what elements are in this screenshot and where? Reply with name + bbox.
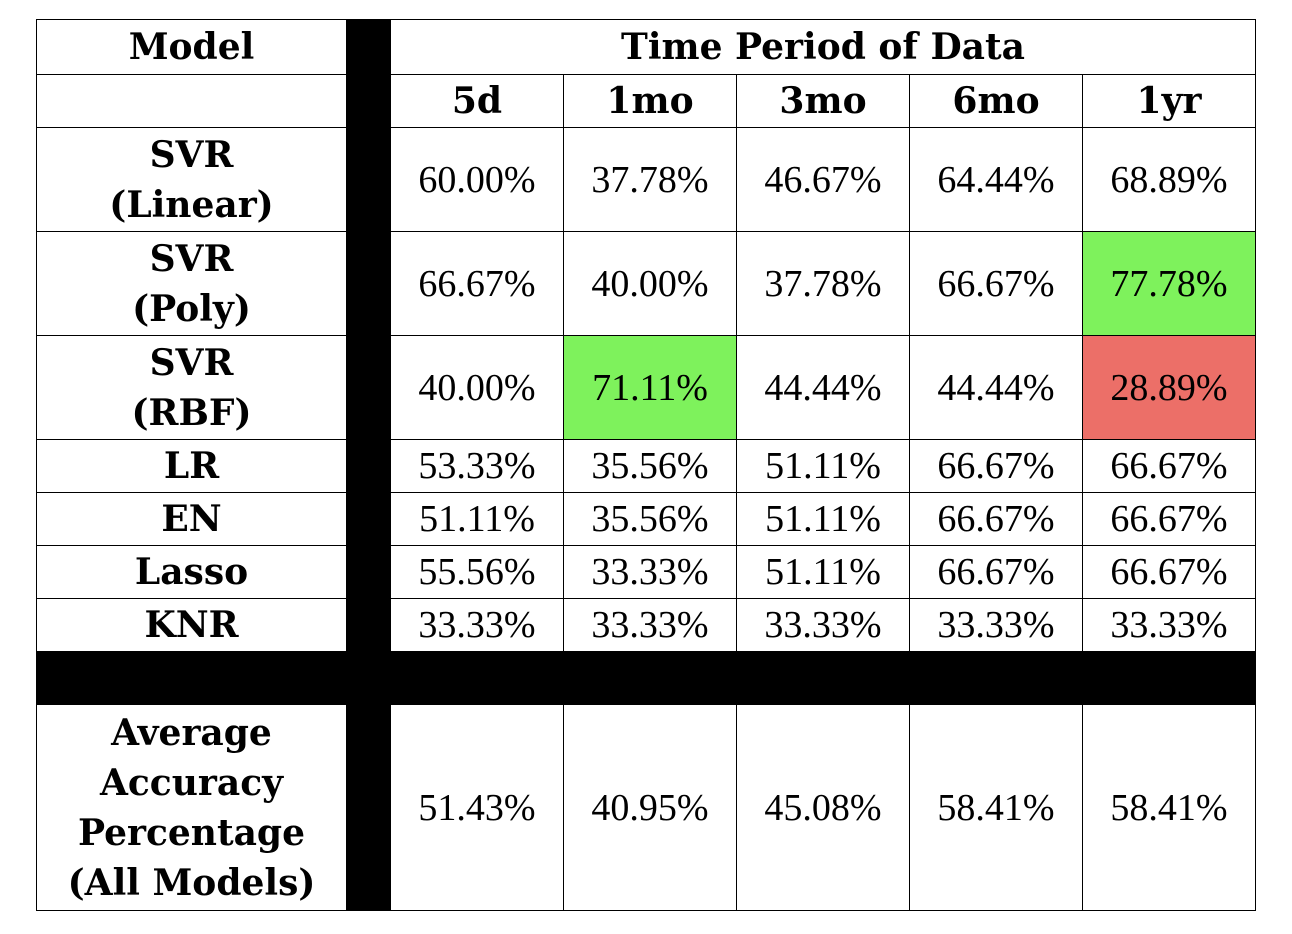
- model-variant: (Poly): [132, 287, 251, 330]
- average-value-cell: 40.95%: [563, 704, 737, 911]
- value-cell: 55.56%: [390, 545, 564, 599]
- value-cell: 66.67%: [390, 231, 564, 336]
- value-cell: 66.67%: [909, 492, 1083, 546]
- separator-cell: [346, 231, 391, 336]
- average-value-cell: 58.41%: [1082, 704, 1256, 911]
- separator-cell: [36, 651, 347, 705]
- table-row: SVR (Linear) 60.00% 37.78% 46.67% 64.44%…: [36, 127, 1256, 232]
- value-cell: 51.11%: [736, 439, 910, 493]
- value-cell: 33.33%: [563, 598, 737, 652]
- separator-cell: [346, 74, 391, 128]
- value-cell: 33.33%: [563, 545, 737, 599]
- separator-row: [36, 651, 1256, 705]
- value-cell: 66.67%: [909, 439, 1083, 493]
- value-cell: 60.00%: [390, 127, 564, 232]
- average-label-line: Average: [111, 711, 272, 754]
- model-label: SVR (Linear): [36, 127, 347, 232]
- period-3mo: 3mo: [736, 74, 910, 128]
- header-row: Model Time Period of Data: [36, 19, 1256, 75]
- separator-cell: [346, 127, 391, 232]
- value-cell: 44.44%: [909, 335, 1083, 440]
- separator-cell: [346, 598, 391, 652]
- value-cell: 66.67%: [909, 545, 1083, 599]
- average-value-cell: 58.41%: [909, 704, 1083, 911]
- value-cell: 64.44%: [909, 127, 1083, 232]
- value-cell: 66.67%: [1082, 492, 1256, 546]
- empty-cell: [36, 74, 347, 128]
- period-1yr: 1yr: [1082, 74, 1256, 128]
- value-cell: 68.89%: [1082, 127, 1256, 232]
- value-cell: 33.33%: [390, 598, 564, 652]
- separator-cell: [346, 492, 391, 546]
- value-cell: 40.00%: [563, 231, 737, 336]
- value-cell: 37.78%: [736, 231, 910, 336]
- value-cell: 33.33%: [1082, 598, 1256, 652]
- value-cell: 53.33%: [390, 439, 564, 493]
- model-label: LR: [36, 439, 347, 493]
- model-name: SVR: [149, 341, 234, 384]
- worst-value-cell: 28.89%: [1082, 335, 1256, 440]
- separator-cell: [1082, 651, 1256, 705]
- value-cell: 51.11%: [736, 492, 910, 546]
- value-cell: 51.11%: [736, 545, 910, 599]
- value-cell: 66.67%: [1082, 545, 1256, 599]
- separator-cell: [346, 651, 391, 705]
- model-variant: (Linear): [109, 183, 274, 226]
- model-variant: (RBF): [131, 391, 252, 434]
- separator-cell: [390, 651, 564, 705]
- model-name: SVR: [149, 133, 234, 176]
- model-name: SVR: [149, 237, 234, 280]
- value-cell: 66.67%: [1082, 439, 1256, 493]
- period-6mo: 6mo: [909, 74, 1083, 128]
- period-5d: 5d: [390, 74, 564, 128]
- separator-cell: [346, 19, 391, 75]
- table-row: LR 53.33% 35.56% 51.11% 66.67% 66.67%: [36, 439, 1256, 493]
- separator-cell: [346, 439, 391, 493]
- best-value-cell: 77.78%: [1082, 231, 1256, 336]
- value-cell: 37.78%: [563, 127, 737, 232]
- period-row: 5d 1mo 3mo 6mo 1yr: [36, 74, 1256, 128]
- table-row: KNR 33.33% 33.33% 33.33% 33.33% 33.33%: [36, 598, 1256, 652]
- table-row: SVR (RBF) 40.00% 71.11% 44.44% 44.44% 28…: [36, 335, 1256, 440]
- accuracy-table: Model Time Period of Data 5d 1mo 3mo 6mo…: [36, 19, 1256, 911]
- period-1mo: 1mo: [563, 74, 737, 128]
- value-cell: 66.67%: [909, 231, 1083, 336]
- model-label: KNR: [36, 598, 347, 652]
- model-label: EN: [36, 492, 347, 546]
- value-cell: 46.67%: [736, 127, 910, 232]
- model-label: SVR (RBF): [36, 335, 347, 440]
- value-cell: 35.56%: [563, 492, 737, 546]
- value-cell: 33.33%: [736, 598, 910, 652]
- table-row: SVR (Poly) 66.67% 40.00% 37.78% 66.67% 7…: [36, 231, 1256, 336]
- average-label: Average Accuracy Percentage (All Models): [36, 704, 347, 911]
- value-cell: 35.56%: [563, 439, 737, 493]
- model-header: Model: [36, 19, 347, 75]
- separator-cell: [736, 651, 910, 705]
- separator-cell: [346, 704, 391, 911]
- value-cell: 44.44%: [736, 335, 910, 440]
- average-value-cell: 51.43%: [390, 704, 564, 911]
- model-label: Lasso: [36, 545, 347, 599]
- value-cell: 33.33%: [909, 598, 1083, 652]
- average-label-line: Percentage: [77, 811, 305, 854]
- model-label: SVR (Poly): [36, 231, 347, 336]
- average-label-line: Accuracy: [99, 761, 284, 804]
- average-value-cell: 45.08%: [736, 704, 910, 911]
- separator-cell: [909, 651, 1083, 705]
- table-row: EN 51.11% 35.56% 51.11% 66.67% 66.67%: [36, 492, 1256, 546]
- best-value-cell: 71.11%: [563, 335, 737, 440]
- average-label-line: (All Models): [67, 861, 316, 904]
- value-cell: 40.00%: [390, 335, 564, 440]
- separator-cell: [346, 335, 391, 440]
- time-period-header: Time Period of Data: [390, 19, 1256, 75]
- separator-cell: [563, 651, 737, 705]
- average-row: Average Accuracy Percentage (All Models)…: [36, 704, 1256, 911]
- table-row: Lasso 55.56% 33.33% 51.11% 66.67% 66.67%: [36, 545, 1256, 599]
- separator-cell: [346, 545, 391, 599]
- value-cell: 51.11%: [390, 492, 564, 546]
